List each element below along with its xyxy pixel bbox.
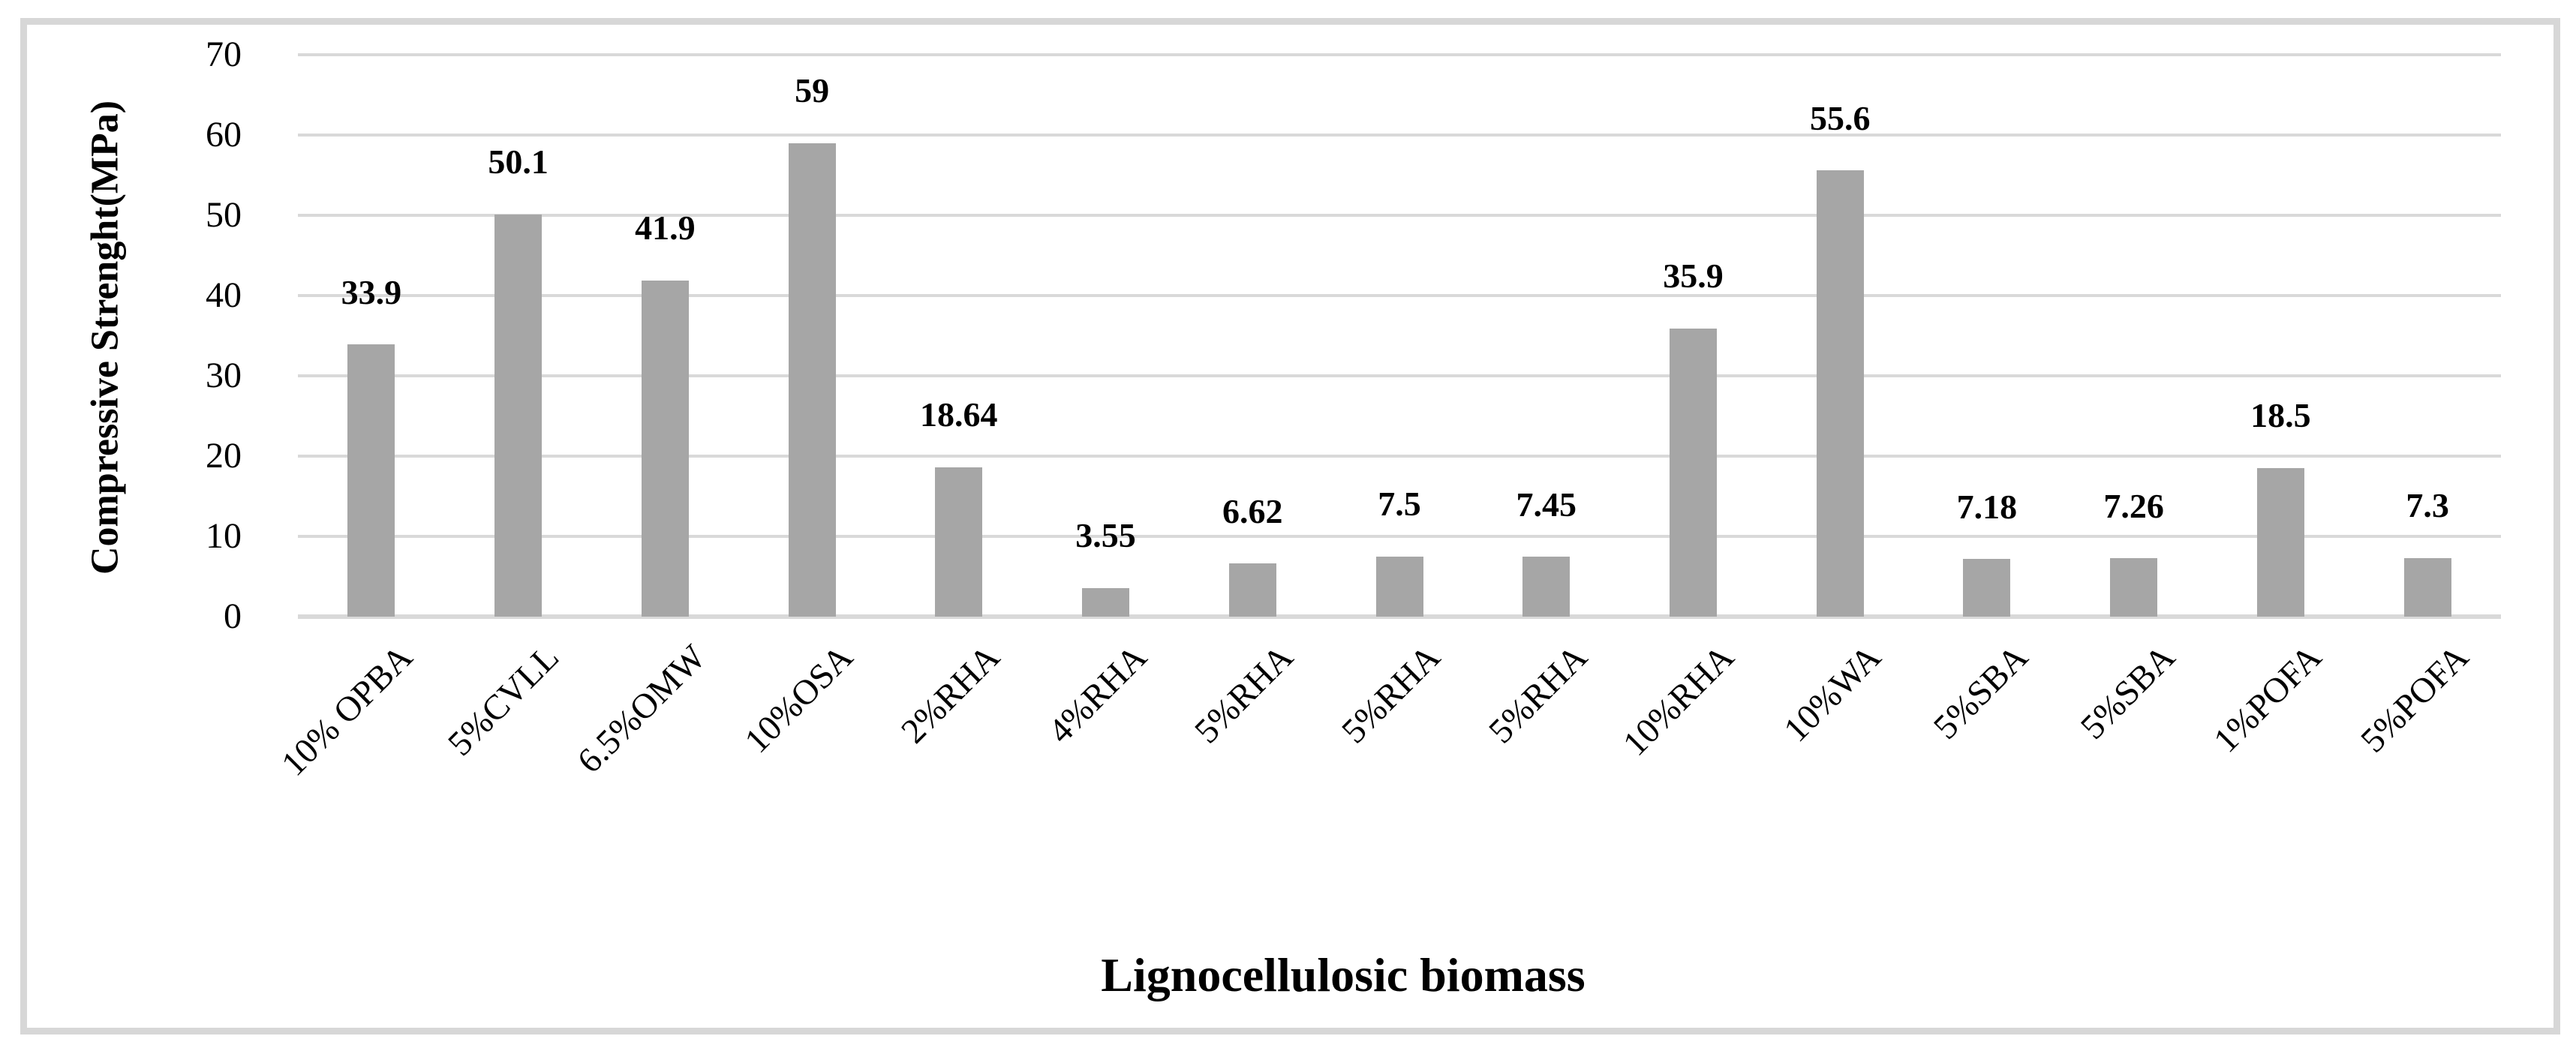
y-axis-title: Compressive Strenght(MPa): [83, 100, 127, 575]
category-label-0: 10% OPBA: [273, 637, 420, 784]
bar-10-WA: [1816, 170, 1864, 617]
bar-5-RHA: [1228, 563, 1276, 617]
gridline-y40: [298, 294, 2501, 297]
data-label-3: 59: [795, 71, 830, 110]
y-tick-label-30: 30: [206, 356, 242, 395]
category-label-8: 5%RHA: [1481, 637, 1595, 752]
data-label-9: 35.9: [1663, 257, 1724, 296]
category-label-6: 5%RHA: [1187, 637, 1301, 752]
gridline-y10: [298, 535, 2501, 538]
gridline-y50: [298, 214, 2501, 217]
data-label-2: 41.9: [635, 209, 696, 248]
data-label-1: 50.1: [488, 143, 549, 182]
category-label-7: 5%RHA: [1334, 637, 1448, 752]
bar-5-POFA: [2403, 557, 2451, 617]
bar-5-SBA: [1963, 559, 2011, 617]
data-label-11: 7.18: [1956, 487, 2018, 526]
bar-5-RHA: [1375, 556, 1423, 617]
category-label-9: 10%RHA: [1616, 637, 1742, 764]
data-label-14: 7.3: [2406, 486, 2449, 525]
y-tick-label-10: 10: [206, 516, 242, 556]
data-label-8: 7.45: [1516, 485, 1577, 524]
y-tick-label-60: 60: [206, 115, 242, 155]
data-label-6: 6.62: [1222, 491, 1283, 530]
bar-1-POFA: [2256, 468, 2304, 617]
category-label-3: 10%OSA: [737, 637, 861, 761]
data-label-4: 18.64: [920, 395, 998, 434]
y-tick-label-20: 20: [206, 436, 242, 476]
data-label-13: 18.5: [2250, 396, 2311, 435]
bar-4-RHA: [1082, 588, 1130, 617]
bar-5-CVLL: [494, 214, 543, 617]
y-tick-label-0: 0: [224, 596, 242, 636]
gridline-y30: [298, 374, 2501, 377]
bar-10-RHA: [1669, 328, 1717, 617]
gridline-y20: [298, 455, 2501, 458]
data-label-12: 7.26: [2103, 486, 2164, 525]
bar-5-RHA: [1522, 557, 1571, 617]
category-label-10: 10%WA: [1776, 637, 1889, 750]
data-label-10: 55.6: [1809, 98, 1871, 137]
y-tick-label-50: 50: [206, 195, 242, 235]
bar-10-OPBA: [347, 344, 395, 617]
gridline-y70: [298, 53, 2501, 56]
category-label-13: 1%POFA: [2206, 637, 2330, 761]
data-label-7: 7.5: [1378, 485, 1421, 524]
category-label-4: 2%RHA: [894, 637, 1008, 752]
bar-6-5-OMW: [641, 280, 689, 617]
data-label-0: 33.9: [341, 272, 402, 311]
x-axis-title: Lignocellulosic biomass: [1101, 948, 1586, 1001]
y-tick-label-40: 40: [206, 275, 242, 315]
category-label-5: 4%RHA: [1040, 637, 1155, 752]
category-label-14: 5%POFA: [2353, 637, 2476, 761]
category-label-12: 5%SBA: [2073, 637, 2183, 747]
gridline-y60: [298, 134, 2501, 137]
category-label-11: 5%SBA: [1925, 637, 2036, 747]
category-label-2: 6.5%OMW: [570, 637, 714, 781]
data-label-5: 3.55: [1075, 516, 1136, 555]
category-label-1: 5%CVLL: [440, 637, 567, 764]
bar-10-OSA: [788, 143, 836, 617]
bar-2-RHA: [935, 467, 983, 617]
x-axis-line: [298, 614, 2501, 619]
y-tick-label-70: 70: [206, 35, 242, 74]
chart-outer-border: [20, 18, 2560, 1034]
bar-5-SBA: [2110, 558, 2158, 617]
